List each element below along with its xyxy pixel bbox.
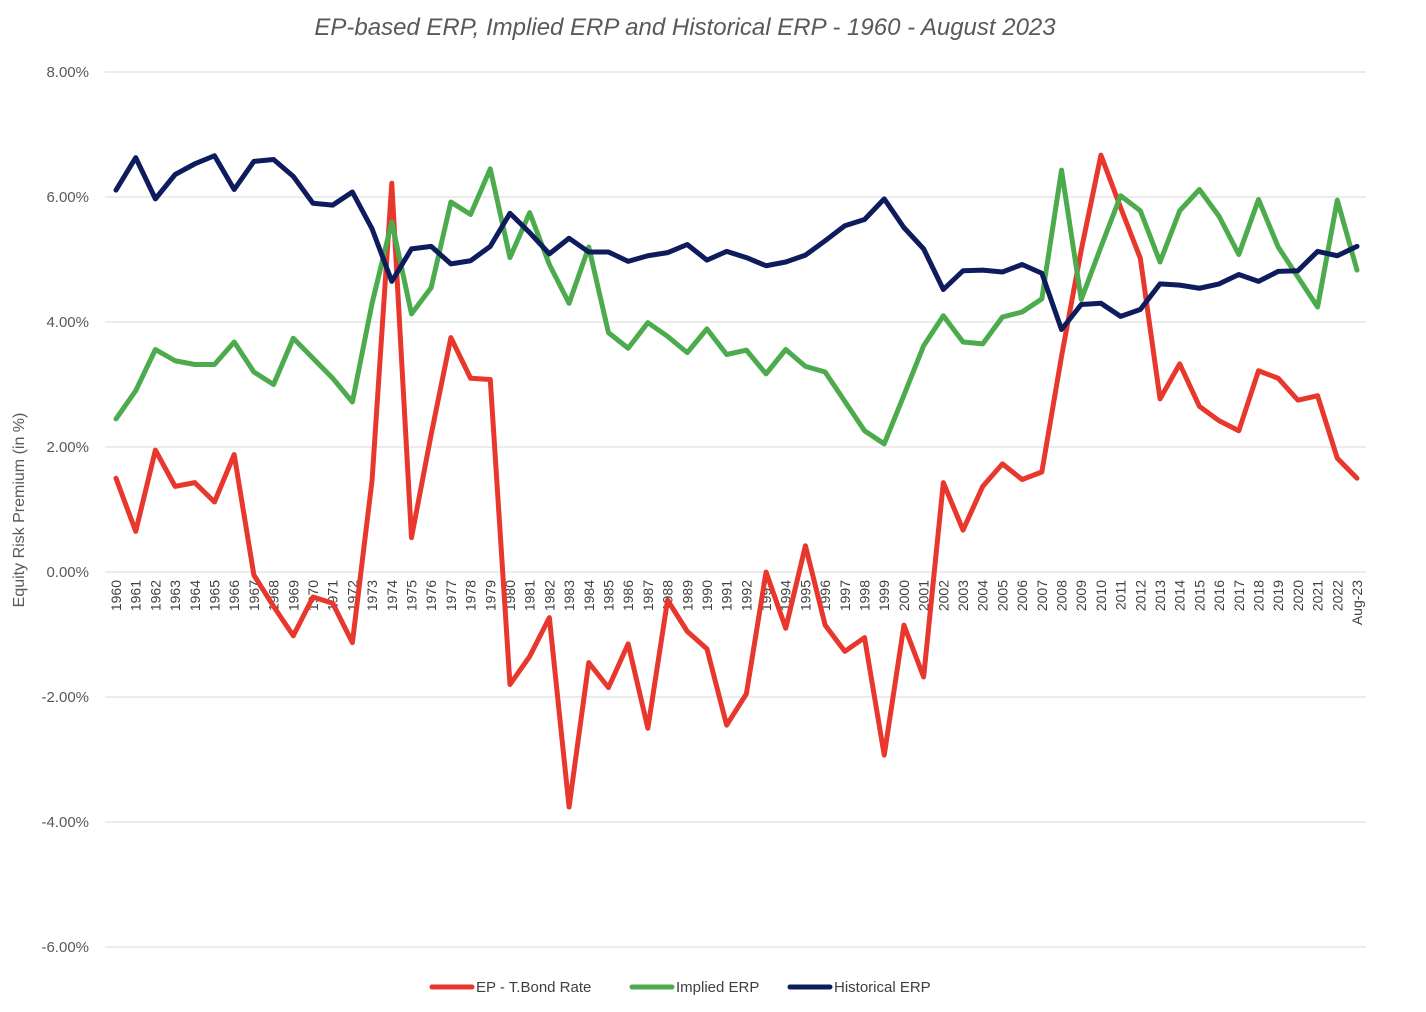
- x-tick-label: 1961: [128, 580, 144, 611]
- y-tick-label: -2.00%: [41, 689, 89, 706]
- x-tick-label: 1991: [719, 580, 735, 611]
- x-tick-label: 1960: [108, 580, 124, 611]
- x-tick-label: 1979: [482, 580, 498, 611]
- x-tick-label: 2007: [1034, 580, 1050, 611]
- x-tick-label: 1995: [797, 580, 813, 611]
- x-tick-label: 1990: [699, 580, 715, 611]
- gridlines: [105, 71, 1366, 948]
- legend-label-historical-erp: Historical ERP: [834, 979, 931, 996]
- series-line-historical-erp: [113, 153, 1360, 332]
- x-tick-label: 2020: [1290, 580, 1306, 611]
- y-tick-label: 2.00%: [46, 439, 89, 456]
- x-tick-label: 1976: [423, 580, 439, 611]
- x-axis-category-labels: 1960 1961 1962 1963 1964 1965 1966 1967 1968 1969…: [108, 580, 1365, 625]
- x-tick-label: 1982: [541, 580, 557, 611]
- x-tick-label: 2017: [1231, 580, 1247, 611]
- x-tick-label: 2014: [1172, 580, 1188, 611]
- series-line-ep-t-bond-rate: [113, 152, 1360, 810]
- x-tick-label: 2022: [1329, 580, 1345, 611]
- legend-label-ep-t-bond-rate: EP - T.Bond Rate: [476, 979, 591, 996]
- x-tick-label: 2002: [935, 580, 951, 611]
- x-tick-label: 1964: [187, 580, 203, 611]
- x-tick-label: 2005: [994, 580, 1010, 611]
- x-tick-label: 2004: [975, 580, 991, 611]
- x-tick-label: 1963: [167, 580, 183, 611]
- x-tick-label: 2009: [1073, 580, 1089, 611]
- x-tick-label: 2016: [1211, 580, 1227, 611]
- x-tick-label: 2019: [1270, 580, 1286, 611]
- x-tick-label: 2013: [1152, 580, 1168, 611]
- x-tick-label: 1978: [463, 580, 479, 611]
- x-tick-label: 1985: [600, 580, 616, 611]
- y-tick-label: 6.00%: [46, 189, 89, 206]
- y-tick-label: 8.00%: [46, 64, 89, 81]
- x-tick-label: 2006: [1014, 580, 1030, 611]
- x-tick-label: 1977: [443, 580, 459, 611]
- x-tick-label: 1967: [246, 580, 262, 611]
- x-tick-label: 1969: [285, 580, 301, 611]
- x-tick-label: 2011: [1113, 580, 1129, 610]
- x-tick-label: 1986: [620, 580, 636, 611]
- x-tick-label: 1998: [857, 580, 873, 611]
- x-tick-label: 1962: [147, 580, 163, 611]
- x-tick-label: 1989: [679, 580, 695, 611]
- x-tick-label: 1983: [561, 580, 577, 611]
- legend: EP - T.Bond Rate Implied ERP Historical ER…: [429, 979, 931, 996]
- y-tick-label: -6.00%: [41, 939, 89, 956]
- x-tick-label: 2010: [1093, 580, 1109, 611]
- x-tick-label: 2012: [1132, 580, 1148, 611]
- series-lines: [113, 152, 1360, 810]
- x-tick-label: 1997: [837, 580, 853, 611]
- x-tick-label: 2018: [1251, 580, 1267, 611]
- x-tick-label: 1975: [403, 580, 419, 611]
- x-tick-label: 1966: [226, 580, 242, 611]
- y-tick-label: -4.00%: [41, 814, 89, 831]
- x-tick-label: 1987: [640, 580, 656, 611]
- x-tick-label: 1999: [876, 580, 892, 611]
- chart-title: EP-based ERP, Implied ERP and Historical…: [314, 14, 1056, 41]
- x-tick-label: 2021: [1310, 580, 1326, 611]
- x-tick-label: 2003: [955, 580, 971, 611]
- y-tick-label: 4.00%: [46, 314, 89, 331]
- y-tick-label: 0.00%: [46, 564, 89, 581]
- x-tick-label: 1992: [738, 580, 754, 611]
- series-line-implied-erp: [113, 166, 1360, 447]
- legend-label-implied-erp: Implied ERP: [676, 979, 759, 996]
- x-tick-label: 1973: [364, 580, 380, 611]
- x-tick-label: 1981: [522, 580, 538, 611]
- y-axis-tick-labels: -6.00% -4.00% -2.00% 0.00% 2.00% 4.00% 6.00% 8.…: [41, 64, 89, 956]
- y-axis-title: Equity Risk Premium (in %): [11, 413, 28, 608]
- x-tick-label: 1974: [384, 580, 400, 611]
- x-tick-label: 2015: [1191, 580, 1207, 611]
- x-tick-label: 1984: [581, 580, 597, 611]
- x-tick-label: Aug-23: [1349, 580, 1365, 625]
- x-tick-label: 2000: [896, 580, 912, 611]
- x-tick-label: 2001: [916, 580, 932, 611]
- x-tick-label: 2008: [1054, 580, 1070, 611]
- x-tick-label: 1965: [206, 580, 222, 611]
